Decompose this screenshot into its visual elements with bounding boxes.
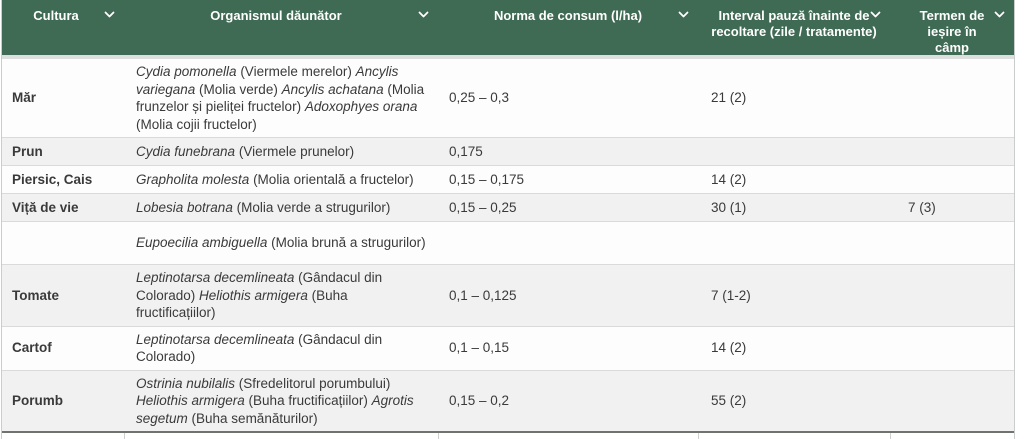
cell-organism[interactable]: Grapholita molesta (Molia orientală a fr… [136, 171, 414, 187]
column-header-termen[interactable]: Termen de ieșire în câmp [890, 0, 1014, 55]
organism-latin-name: Ancylis achatana [281, 81, 384, 97]
column-header-cultura[interactable]: Cultura [2, 0, 124, 55]
organism-latin-name: Grapholita molesta [136, 171, 250, 187]
cell-interval[interactable]: 7 (1-2) [711, 287, 751, 303]
column-header-organism[interactable]: Organismul dăunător [124, 0, 438, 55]
cell-border [698, 433, 699, 439]
cell-norm[interactable]: 0,1 – 0,125 [449, 287, 517, 303]
cell-interval[interactable] [698, 148, 890, 156]
column-header-label: Norma de consum (l/ha) [493, 8, 643, 23]
table-row[interactable]: Porumb Ostrinia nubilalis (Sfredelitorul … [2, 369, 1014, 431]
cell-exit-term[interactable] [890, 291, 1014, 299]
table-row[interactable]: Prun Cydia funebrana (Viermele prunelor) 0… [2, 137, 1014, 165]
cell-organism[interactable]: Eupoecilia ambiguella (Molia brună a str… [136, 235, 426, 251]
cell-culture[interactable]: Prun [12, 143, 43, 159]
chevron-down-icon[interactable] [418, 11, 429, 19]
cell-border [124, 433, 125, 439]
table-row[interactable]: Măr Cydia pomonella (Viermele merelor) An… [2, 59, 1014, 137]
cell-culture[interactable]: Tomate [12, 287, 60, 303]
cell-culture[interactable]: Viță de vie [12, 199, 79, 215]
organism-latin-name: Cydia pomonella [136, 64, 237, 79]
chevron-down-icon[interactable] [104, 11, 115, 19]
cell-interval[interactable]: 55 (2) [711, 393, 747, 408]
table-body: Măr Cydia pomonella (Viermele merelor) An… [2, 59, 1014, 431]
organism-latin-name: Eupoecilia ambiguella [136, 235, 268, 251]
chevron-down-icon[interactable] [870, 11, 881, 19]
cell-norm[interactable]: 0,15 – 0,2 [449, 393, 510, 408]
table-row[interactable]: Eupoecilia ambiguella (Molia brună a str… [2, 221, 1014, 264]
cell-organism[interactable]: Cydia funebrana (Viermele prunelor) [136, 143, 355, 159]
organism-latin-name: Adoxophyes orana [304, 99, 418, 114]
cell-interval[interactable]: 14 (2) [711, 340, 747, 356]
table-row[interactable]: Tomate Leptinotarsa decemlineata (Gândacu… [2, 264, 1014, 326]
cell-norm[interactable]: 0,175 [449, 143, 483, 159]
header-divider [2, 55, 1014, 59]
organism-latin-name: Ancylis variegana [136, 64, 399, 97]
cell-culture[interactable]: Măr [12, 90, 37, 106]
cell-interval[interactable]: 14 (2) [711, 171, 747, 187]
chevron-down-icon[interactable] [994, 11, 1005, 19]
cell-culture[interactable]: Porumb [12, 393, 64, 408]
cell-interval[interactable]: 30 (1) [711, 199, 747, 215]
organism-latin-name: Lobesia botrana [136, 199, 233, 215]
organism-latin-name: Heliothis armigera [136, 393, 245, 408]
organism-latin-name: Heliothis armigera [199, 287, 308, 303]
chevron-down-icon[interactable] [678, 11, 689, 19]
cell-interval[interactable] [698, 239, 890, 247]
cell-norm[interactable]: 0,15 – 0,175 [449, 171, 525, 187]
cell-norm[interactable]: 0,1 – 0,15 [449, 340, 510, 356]
column-header-norma[interactable]: Norma de consum (l/ha) [438, 0, 698, 55]
cell-norm[interactable] [438, 239, 698, 247]
table-row[interactable]: Cartof Leptinotarsa decemlineata (Gândacu… [2, 325, 1014, 370]
cell-organism[interactable]: Leptinotarsa decemlineata (Gândacul din … [136, 331, 383, 365]
table-row[interactable]: Piersic, Cais Grapholita molesta (Molia o… [2, 165, 1014, 193]
column-header-interval[interactable]: Interval pauză înainte de recoltare (zil… [698, 0, 890, 55]
organism-latin-name: Leptinotarsa decemlineata [136, 331, 295, 347]
table-header-row: Cultura Organismul dăunător Norma de con… [2, 0, 1014, 55]
cell-exit-term[interactable] [890, 239, 1014, 247]
cell-organism[interactable]: Lobesia botrana (Molia verde a struguril… [136, 199, 391, 215]
cell-exit-term[interactable]: 7 (3) [908, 199, 936, 215]
column-header-label: Cultura [33, 8, 79, 23]
cell-exit-term[interactable] [890, 176, 1014, 184]
cell-organism[interactable]: Leptinotarsa decemlineata (Gândacul din … [136, 270, 383, 320]
next-row-partial [2, 433, 1014, 439]
cell-exit-term[interactable] [890, 94, 1014, 102]
organism-latin-name: Cydia funebrana [136, 143, 236, 159]
cell-exit-term[interactable] [890, 148, 1014, 156]
cell-norm[interactable]: 0,25 – 0,3 [449, 90, 510, 106]
cell-organism[interactable]: Ostrinia nubilalis (Sfredelitorul porumb… [136, 375, 414, 426]
organism-latin-name: Ostrinia nubilalis [136, 375, 236, 391]
column-header-label: Termen de ieșire în câmp [919, 8, 985, 55]
cell-interval[interactable]: 21 (2) [711, 90, 747, 106]
cell-exit-term[interactable] [890, 397, 1014, 405]
cell-organism[interactable]: Cydia pomonella (Viermele merelor) Ancyl… [136, 64, 425, 132]
column-header-label: Organismul dăunător [210, 8, 342, 23]
cell-border [890, 433, 891, 439]
cell-culture[interactable]: Piersic, Cais [12, 171, 93, 187]
cell-border [438, 433, 439, 439]
cell-culture[interactable] [2, 239, 124, 247]
organism-latin-name: Leptinotarsa decemlineata [136, 270, 295, 285]
cell-exit-term[interactable] [890, 344, 1014, 352]
table-row[interactable]: Viță de vie Lobesia botrana (Molia verde … [2, 193, 1014, 221]
cell-norm[interactable]: 0,15 – 0,25 [449, 199, 517, 215]
cell-culture[interactable]: Cartof [12, 340, 52, 356]
column-header-label: Interval pauză înainte de recoltare (zil… [711, 8, 877, 39]
